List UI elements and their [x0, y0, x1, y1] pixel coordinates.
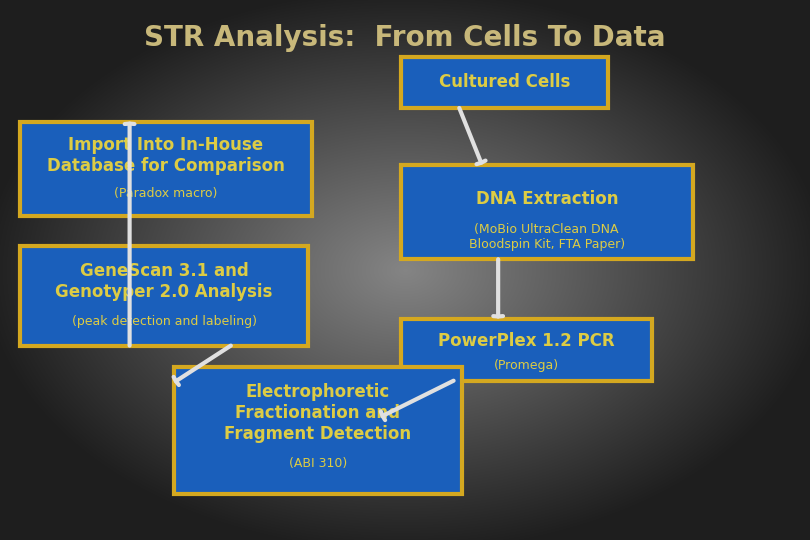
Text: DNA Extraction: DNA Extraction	[475, 190, 618, 208]
Text: STR Analysis:  From Cells To Data: STR Analysis: From Cells To Data	[144, 24, 666, 52]
FancyBboxPatch shape	[401, 57, 608, 108]
Text: Electrophoretic
Fractionation and
Fragment Detection: Electrophoretic Fractionation and Fragme…	[224, 383, 411, 443]
Text: (peak detection and labeling): (peak detection and labeling)	[71, 315, 257, 328]
Text: (ABI 310): (ABI 310)	[289, 457, 347, 470]
Text: (Promega): (Promega)	[494, 359, 559, 372]
FancyBboxPatch shape	[174, 367, 462, 494]
Text: (MoBio UltraClean DNA
Bloodspin Kit, FTA Paper): (MoBio UltraClean DNA Bloodspin Kit, FTA…	[469, 222, 625, 251]
Text: PowerPlex 1.2 PCR: PowerPlex 1.2 PCR	[438, 332, 615, 350]
Text: Cultured Cells: Cultured Cells	[438, 73, 570, 91]
FancyBboxPatch shape	[401, 319, 652, 381]
FancyBboxPatch shape	[401, 165, 693, 259]
Text: Import Into In-House
Database for Comparison: Import Into In-House Database for Compar…	[47, 136, 285, 175]
Text: GeneScan 3.1 and
Genotyper 2.0 Analysis: GeneScan 3.1 and Genotyper 2.0 Analysis	[55, 262, 273, 301]
Text: (Paradox macro): (Paradox macro)	[114, 187, 218, 200]
FancyBboxPatch shape	[20, 122, 312, 216]
FancyBboxPatch shape	[20, 246, 308, 346]
